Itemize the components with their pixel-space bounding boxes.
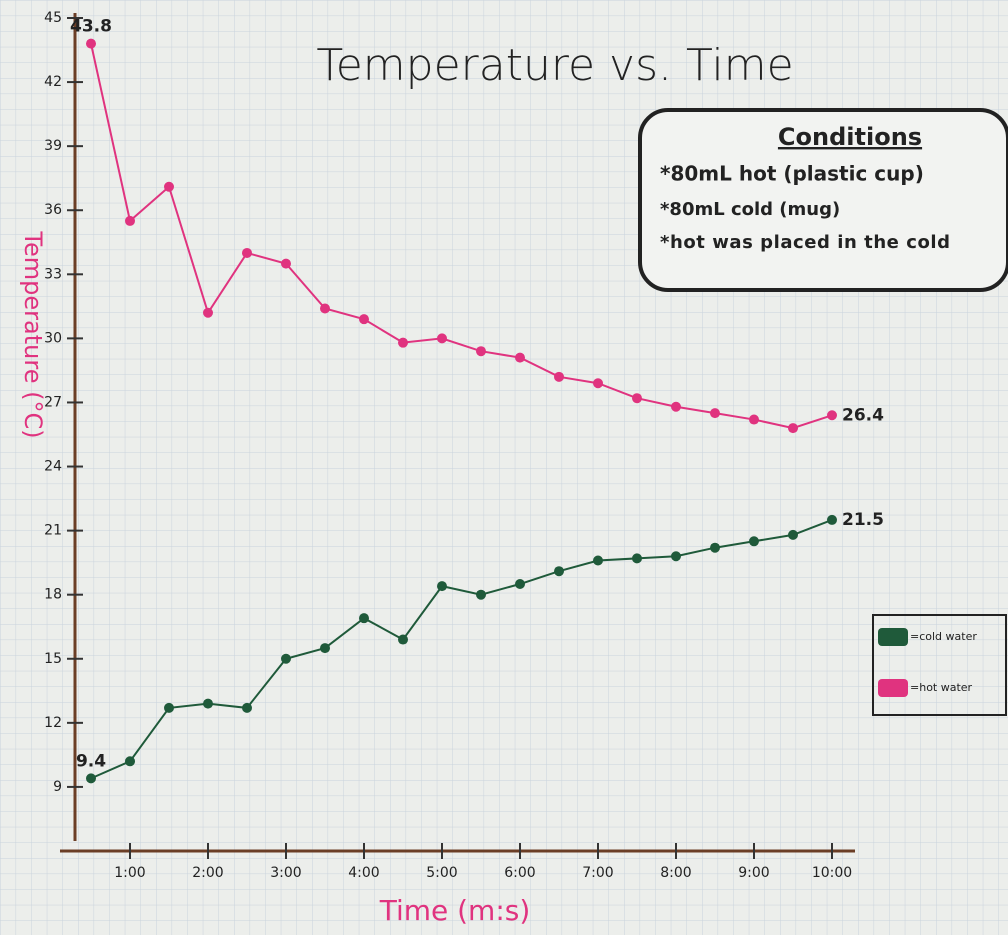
y-axis-label: Temperature (°C): [19, 230, 47, 438]
data-point: [554, 372, 564, 382]
data-point: [437, 581, 447, 591]
y-tick-label: 21: [44, 523, 62, 539]
data-point: [671, 402, 681, 412]
legend-swatch: [878, 679, 908, 697]
y-tick-label: 30: [44, 330, 62, 346]
data-point: [320, 643, 330, 653]
data-point: [515, 353, 525, 363]
data-label: 43.8: [70, 17, 112, 37]
y-tick-label: 42: [44, 74, 62, 90]
x-tick-label: 10:00: [812, 865, 852, 881]
data-point: [242, 703, 252, 713]
data-point: [788, 530, 798, 540]
y-tick-label: 18: [44, 587, 62, 603]
y-tick-label: 36: [44, 202, 62, 218]
data-point: [203, 699, 213, 709]
x-tick-label: 2:00: [192, 865, 223, 881]
data-point: [281, 259, 291, 269]
data-point: [125, 756, 135, 766]
data-point: [86, 773, 96, 783]
chart: Temperature vs. Time Time (m:s) Temperat…: [0, 0, 1008, 935]
legend-label: =hot water: [910, 681, 973, 694]
data-point: [437, 333, 447, 343]
data-point: [164, 703, 174, 713]
data-label: 26.4: [842, 405, 884, 425]
y-tick-label: 39: [44, 138, 62, 154]
legend-swatch: [878, 628, 908, 646]
x-tick-label: 4:00: [348, 865, 379, 881]
data-point: [749, 415, 759, 425]
data-point: [749, 536, 759, 546]
y-tick-label: 24: [44, 459, 62, 475]
data-point: [788, 423, 798, 433]
x-tick-label: 9:00: [738, 865, 769, 881]
data-point: [554, 566, 564, 576]
data-point: [476, 346, 486, 356]
data-point: [320, 303, 330, 313]
y-tick-label: 9: [53, 779, 62, 795]
data-point: [86, 39, 96, 49]
data-point: [398, 635, 408, 645]
data-point: [827, 410, 837, 420]
data-point: [827, 515, 837, 525]
data-point: [164, 182, 174, 192]
conditions-title: Conditions: [778, 123, 922, 151]
y-tick-label: 12: [44, 715, 62, 731]
data-point: [125, 216, 135, 226]
data-point: [710, 408, 720, 418]
data-point: [242, 248, 252, 258]
data-label: 21.5: [842, 510, 884, 530]
legend-label: =cold water: [910, 630, 977, 643]
condition: *80mL cold (mug): [660, 199, 840, 220]
data-point: [593, 378, 603, 388]
x-tick-label: 5:00: [426, 865, 457, 881]
page: Temperature vs. Time Time (m:s) Temperat…: [0, 0, 1008, 935]
y-tick-label: 33: [44, 266, 62, 282]
condition: *80mL hot (plastic cup): [660, 162, 924, 186]
data-point: [593, 556, 603, 566]
data-point: [710, 543, 720, 553]
x-tick-label: 7:00: [582, 865, 613, 881]
x-tick-label: 3:00: [270, 865, 301, 881]
x-tick-label: 8:00: [660, 865, 691, 881]
data-point: [359, 314, 369, 324]
chart-title: Temperature vs. Time: [316, 40, 793, 91]
data-point: [203, 308, 213, 318]
data-label: 9.4: [76, 751, 106, 771]
y-tick-label: 27: [44, 394, 62, 410]
x-tick-label: 6:00: [504, 865, 535, 881]
condition: *hot was placed in the cold: [660, 232, 950, 253]
data-point: [398, 338, 408, 348]
x-axis-label: Time (m:s): [379, 894, 531, 927]
data-point: [632, 393, 642, 403]
y-tick-label: 45: [44, 10, 62, 26]
data-point: [632, 553, 642, 563]
data-point: [515, 579, 525, 589]
data-point: [671, 551, 681, 561]
data-point: [359, 613, 369, 623]
y-tick-label: 15: [44, 651, 62, 667]
x-tick-label: 1:00: [114, 865, 145, 881]
data-point: [476, 590, 486, 600]
data-point: [281, 654, 291, 664]
